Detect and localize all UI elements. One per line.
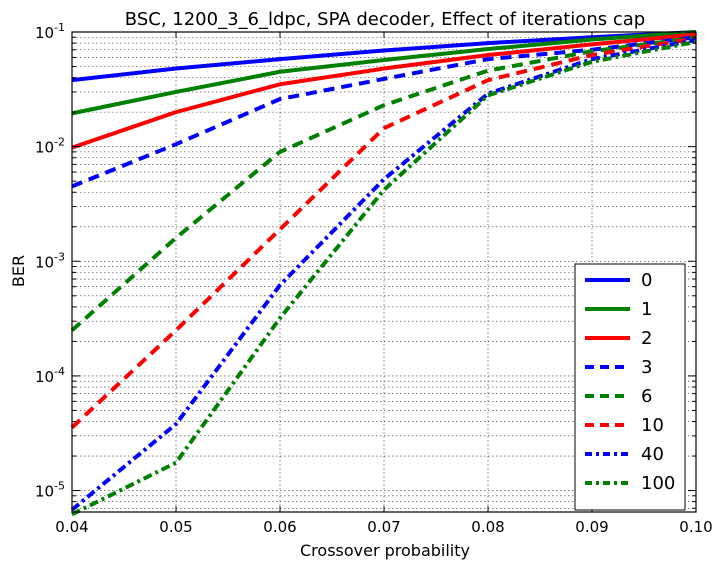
legend-label: 1 — [641, 299, 652, 320]
series-line-1 — [71, 30, 697, 116]
y-tick-exponent: -4 — [54, 365, 65, 378]
y-tick-base: 10 — [35, 368, 54, 386]
legend-label: 10 — [641, 415, 664, 436]
y-tick-base: 10 — [35, 253, 54, 271]
y-tick-exponent: -2 — [54, 136, 65, 149]
x-tick-label: 0.07 — [367, 518, 400, 536]
y-axis: 10-110-210-310-410-5 — [35, 21, 696, 509]
y-tick-exponent: -5 — [54, 480, 65, 493]
x-axis: 0.04 0.05 0.06 0.07 0.08 0.09 0.10 — [55, 32, 713, 536]
series-line-2 — [71, 32, 697, 150]
x-tick-label: 0.04 — [55, 518, 88, 536]
legend-label: 2 — [641, 328, 652, 349]
x-tick-label: 0.10 — [679, 518, 712, 536]
legend-label: 0 — [641, 270, 652, 291]
y-tick-base: 10 — [35, 139, 54, 157]
y-tick-label: 10-5 — [35, 480, 65, 501]
y-tick-label: 10-3 — [35, 250, 65, 271]
x-tick-label: 0.05 — [159, 518, 192, 536]
legend: 0 1 2 3 6 10 40 100 — [574, 263, 686, 511]
x-tick-label: 0.08 — [471, 518, 504, 536]
y-tick-label: 10-4 — [35, 365, 65, 386]
x-tick-label: 0.09 — [575, 518, 608, 536]
y-tick-base: 10 — [35, 24, 54, 42]
x-tick-label: 0.06 — [263, 518, 296, 536]
legend-box — [574, 263, 686, 511]
chart-title: BSC, 1200_3_6_ldpc, SPA decoder, Effect … — [125, 9, 645, 30]
y-axis-label: BER — [9, 255, 28, 287]
legend-label: 3 — [641, 357, 652, 378]
series-line-10 — [70, 36, 697, 429]
legend-label: 100 — [641, 473, 675, 494]
series-line-40 — [70, 38, 697, 512]
legend-label: 40 — [641, 444, 664, 465]
y-tick-base: 10 — [35, 483, 54, 501]
y-tick-label: 10-1 — [35, 21, 65, 42]
y-tick-exponent: -3 — [54, 250, 65, 263]
y-tick-exponent: -1 — [54, 21, 65, 34]
series-line-6 — [70, 35, 697, 332]
x-axis-label: Crossover probability — [300, 541, 470, 560]
y-tick-label: 10-2 — [35, 136, 65, 157]
legend-label: 6 — [641, 386, 652, 407]
